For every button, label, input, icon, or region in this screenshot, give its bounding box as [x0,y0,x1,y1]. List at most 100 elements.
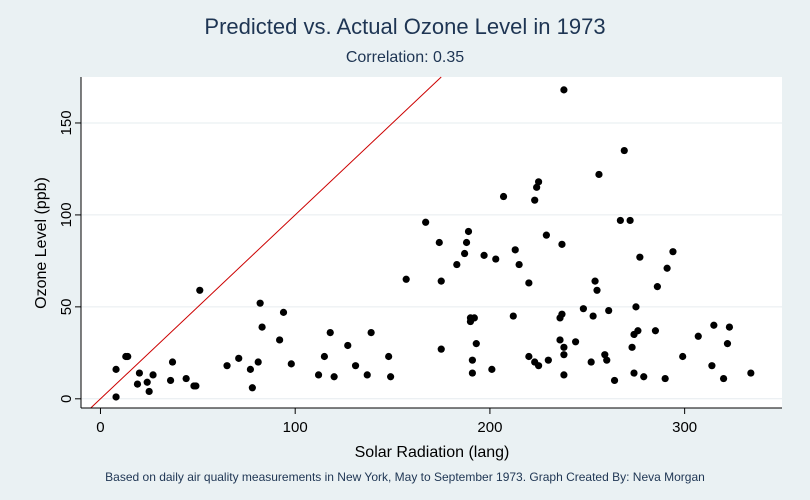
data-point [470,314,478,322]
data-point [560,343,568,351]
data-point [556,336,564,344]
data-point [533,183,541,191]
data-point [509,312,517,320]
data-point [558,240,566,248]
data-point [330,373,338,381]
data-point [542,231,550,239]
data-point [320,352,329,361]
data-point [630,369,638,377]
data-point [511,246,519,254]
data-point [437,277,445,285]
x-tick-label: 300 [672,419,697,436]
data-point [182,374,190,383]
data-point [694,332,702,340]
data-point [747,369,755,377]
data-point [223,362,231,370]
data-point [112,393,120,401]
data-point [544,356,552,364]
data-point [387,373,395,381]
data-point [276,336,284,344]
data-point [725,323,734,331]
data-point [402,275,410,283]
data-point [385,352,393,361]
data-point [437,345,445,353]
data-point [145,387,153,396]
data-point [579,305,587,313]
chart-title: Predicted vs. Actual Ozone Level in 1973 [204,14,606,39]
data-point [363,371,371,379]
x-tick-label: 0 [96,419,104,436]
data-point [248,384,256,392]
data-point [287,360,295,368]
data-point [626,216,634,225]
data-point [143,378,151,386]
data-point [168,358,177,366]
data-point [256,299,264,307]
data-points [112,86,755,401]
data-point [663,264,671,272]
data-point [589,312,597,320]
x-axis-label: Solar Radiation (lang) [355,444,510,461]
data-point [560,351,568,359]
data-point [112,365,120,373]
data-point [367,329,375,337]
x-tick-label: 100 [283,419,308,436]
data-point [534,178,543,186]
data-point [616,216,624,225]
data-point [723,340,732,348]
data-point [326,329,334,337]
y-axis-label: Ozone Level (ppb) [33,177,50,309]
data-point [468,369,476,377]
data-point [669,248,677,256]
reference-line-path [90,76,442,409]
data-point [453,260,461,269]
data-point [632,303,640,311]
data-point [314,371,323,379]
data-point [558,310,566,318]
data-point [653,283,661,291]
data-point [525,279,533,287]
data-point [235,354,243,362]
data-point [531,196,539,204]
data-point [480,251,488,259]
data-point [636,253,644,261]
data-point [591,277,599,285]
y-tick-label: 100 [58,202,75,227]
data-point [603,356,611,364]
data-point [587,358,595,366]
data-point [651,327,660,335]
data-point [492,255,500,263]
data-point [422,218,430,226]
data-point [595,170,603,179]
data-point [149,371,157,379]
data-point [499,192,508,201]
data-point [610,376,619,385]
data-point [258,323,266,331]
data-point [351,362,360,370]
data-point [246,365,255,373]
data-point [605,306,613,315]
data-point [515,260,523,269]
data-point [601,351,609,359]
data-point [640,373,648,381]
data-point [462,238,471,247]
data-point [279,308,288,316]
data-point [133,380,142,388]
y-tick-label: 0 [58,395,75,403]
data-point [124,352,132,361]
data-point [192,382,200,390]
data-point [710,321,718,329]
data-point [135,369,144,377]
data-point [196,286,204,294]
data-point [534,362,543,370]
data-point [468,356,476,364]
data-point [708,362,716,370]
data-point [254,358,262,366]
data-point [593,286,601,294]
data-point [571,338,580,346]
x-tick-label: 200 [477,419,502,436]
data-point [628,343,636,351]
y-tick-label: 150 [58,110,75,135]
data-point [679,352,687,361]
